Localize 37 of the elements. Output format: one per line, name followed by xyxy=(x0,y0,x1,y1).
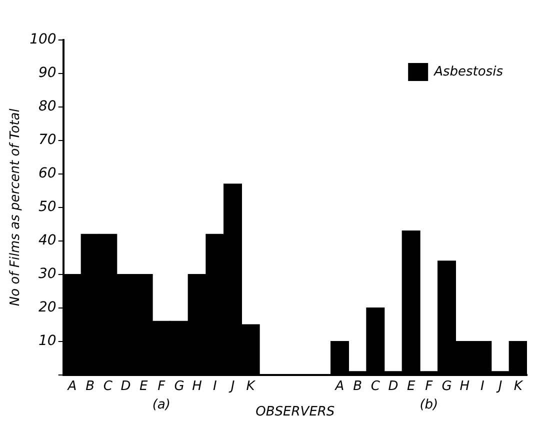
x-axis-title: OBSERVERS xyxy=(256,404,335,420)
x-tick-label: G xyxy=(442,378,452,394)
y-tick-label: 40 xyxy=(38,232,56,249)
x-tick-label: F xyxy=(425,378,434,394)
x-tick-label: I xyxy=(480,378,484,394)
y-tick-label: 70 xyxy=(38,132,56,148)
x-tick-label: H xyxy=(192,378,202,394)
x-tick-label: K xyxy=(514,378,524,394)
x-tick-label: C xyxy=(103,378,114,394)
x-tick-label: H xyxy=(460,378,470,394)
y-tick-label: 60 xyxy=(38,166,56,182)
y-axis-title: No of Films as percent of Total xyxy=(8,108,24,306)
x-tick-label: E xyxy=(406,378,416,394)
y-tick-label: 30 xyxy=(38,266,56,282)
x-tick-label: A xyxy=(334,378,344,394)
x-tick-label: B xyxy=(86,378,95,394)
x-tick-label: G xyxy=(174,378,184,394)
x-tick-label: D xyxy=(388,378,398,394)
x-tick-label: F xyxy=(158,378,166,394)
text: (b) xyxy=(420,398,438,413)
x-tick-label: D xyxy=(120,378,131,394)
x-tick-label: I xyxy=(212,378,217,394)
x-tick-label: K xyxy=(246,378,256,394)
y-tick-label: 20 xyxy=(38,299,56,316)
y-tick-label: 90 xyxy=(38,65,56,82)
legend-label: Asbestosis xyxy=(433,64,504,80)
x-tick-label: B xyxy=(353,378,362,394)
x-tick-label: J xyxy=(495,378,502,394)
y-tick-label: 100 xyxy=(30,32,56,48)
y-tick-label: 10 xyxy=(38,332,56,349)
x-tick-label: C xyxy=(370,378,381,394)
y-tick-label: 80 xyxy=(38,98,56,115)
x-tick-label: A xyxy=(66,378,77,394)
text: (a) xyxy=(152,398,170,413)
x-tick-label: J xyxy=(228,378,235,394)
y-tick-label: 50 xyxy=(38,199,56,216)
x-tick-label: E xyxy=(139,378,148,394)
